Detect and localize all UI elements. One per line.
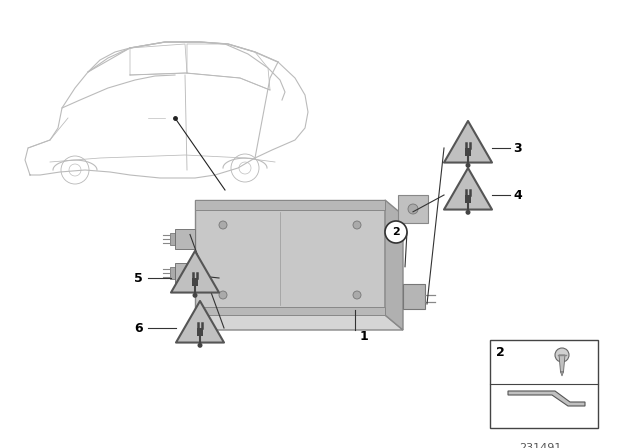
Circle shape bbox=[219, 291, 227, 299]
Text: 4: 4 bbox=[513, 189, 522, 202]
Text: 1: 1 bbox=[360, 331, 369, 344]
Circle shape bbox=[198, 343, 202, 348]
Text: 2: 2 bbox=[392, 227, 400, 237]
Polygon shape bbox=[559, 355, 565, 372]
Bar bbox=[195, 200, 385, 210]
Polygon shape bbox=[176, 301, 224, 343]
Bar bbox=[197, 328, 203, 336]
Polygon shape bbox=[171, 251, 219, 293]
Bar bbox=[170, 267, 175, 279]
Polygon shape bbox=[444, 168, 492, 210]
Text: 2: 2 bbox=[496, 345, 505, 358]
Bar bbox=[398, 195, 428, 223]
Bar bbox=[490, 340, 598, 428]
Text: 231491: 231491 bbox=[519, 443, 561, 448]
Circle shape bbox=[353, 291, 361, 299]
Circle shape bbox=[465, 163, 470, 168]
Bar bbox=[175, 263, 195, 283]
Circle shape bbox=[408, 204, 418, 214]
Circle shape bbox=[353, 221, 361, 229]
Circle shape bbox=[555, 348, 569, 362]
Bar bbox=[192, 278, 198, 286]
Polygon shape bbox=[508, 391, 585, 406]
Bar bbox=[465, 148, 471, 156]
Bar bbox=[403, 284, 425, 309]
Polygon shape bbox=[195, 200, 385, 315]
Bar bbox=[170, 233, 175, 245]
Text: 5: 5 bbox=[134, 271, 143, 284]
Circle shape bbox=[193, 293, 198, 298]
Circle shape bbox=[465, 210, 470, 215]
Text: 6: 6 bbox=[134, 322, 143, 335]
Polygon shape bbox=[195, 315, 403, 330]
Polygon shape bbox=[195, 307, 385, 315]
Text: 3: 3 bbox=[513, 142, 522, 155]
Circle shape bbox=[219, 221, 227, 229]
Polygon shape bbox=[444, 121, 492, 163]
Bar bbox=[465, 195, 471, 203]
Polygon shape bbox=[385, 200, 403, 330]
Circle shape bbox=[385, 221, 407, 243]
Bar bbox=[175, 229, 195, 249]
Polygon shape bbox=[561, 372, 563, 376]
